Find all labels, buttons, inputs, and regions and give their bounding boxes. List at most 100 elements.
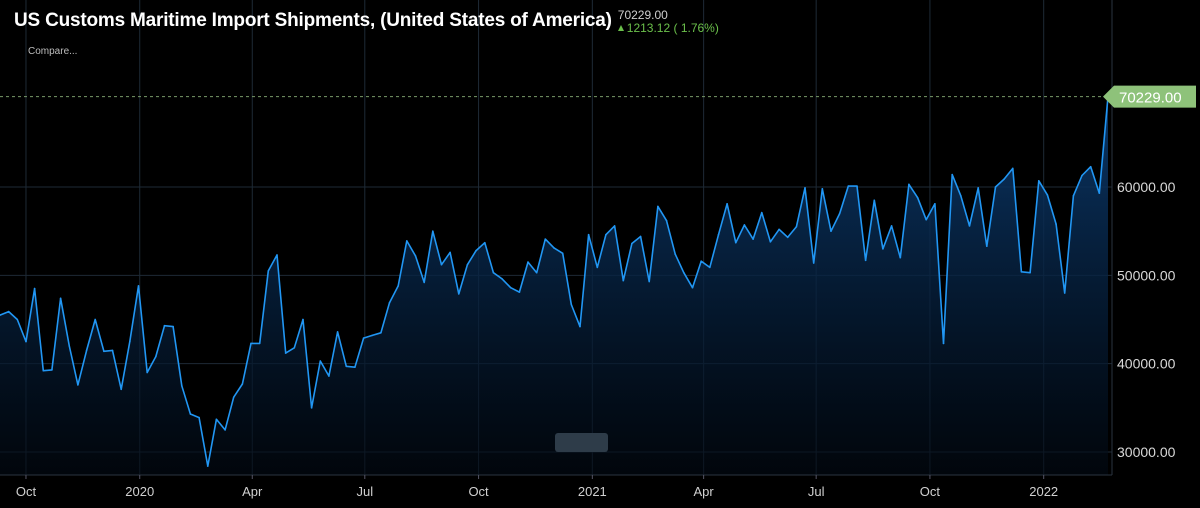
data-point: [639, 235, 642, 238]
data-point: [111, 349, 114, 352]
data-point: [561, 252, 564, 255]
last-value: 70229.00: [617, 8, 668, 22]
x-tick-label: Oct: [468, 484, 489, 499]
data-point: [726, 202, 728, 205]
data-point: [752, 238, 754, 240]
data-point: [163, 324, 166, 327]
data-point: [388, 301, 391, 304]
data-point: [1072, 195, 1075, 197]
compare-button[interactable]: Compare...: [28, 46, 78, 57]
data-point: [890, 225, 893, 227]
data-point: [553, 247, 555, 249]
data-point: [475, 249, 477, 252]
data-point: [224, 429, 226, 431]
data-point: [206, 465, 209, 467]
data-point: [665, 219, 668, 222]
x-tick-label: 2021: [578, 484, 607, 499]
data-point: [258, 342, 261, 345]
data-point: [778, 228, 780, 231]
data-point: [830, 230, 832, 232]
data-point: [59, 297, 62, 300]
data-point: [16, 318, 19, 321]
data-point: [1003, 178, 1005, 180]
data-point: [457, 293, 460, 295]
data-point: [691, 286, 694, 289]
data-point: [804, 187, 806, 189]
data-point: [1046, 194, 1049, 196]
data-point: [1063, 292, 1066, 294]
data-point: [293, 346, 296, 349]
data-point: [146, 371, 148, 374]
data-point: [1081, 174, 1083, 177]
change-pct: ( 1.76%): [673, 21, 719, 35]
data-point: [362, 337, 365, 339]
data-point: [103, 350, 105, 353]
data-point: [310, 407, 313, 409]
data-point: [942, 342, 945, 345]
data-point: [657, 205, 659, 208]
data-point: [25, 340, 27, 343]
data-point: [821, 187, 824, 190]
x-tick-label: Apr: [694, 484, 715, 499]
x-tick-label: Jul: [808, 484, 825, 499]
data-point: [916, 196, 919, 199]
quote-block: 70229.00 1213.12 ( 1.76%): [617, 8, 719, 35]
data-point: [709, 266, 711, 269]
data-point: [864, 259, 867, 262]
data-point: [397, 285, 399, 287]
data-point: [1037, 180, 1040, 182]
y-axis: 30000.00 40000.00 50000.00 60000.00: [1111, 0, 1176, 475]
data-point: [120, 388, 122, 391]
data-point: [1011, 167, 1014, 170]
y-tick-label: 60000.00: [1117, 179, 1176, 195]
data-point: [631, 242, 633, 245]
scroll-handle[interactable]: [555, 433, 608, 452]
data-point: [960, 195, 962, 197]
data-point: [42, 369, 45, 372]
y-tick-label: 50000.00: [1117, 267, 1176, 283]
data-point: [250, 342, 252, 345]
x-tick-label: Apr: [242, 484, 263, 499]
data-point: [605, 233, 607, 236]
last-value-badge: [1103, 85, 1196, 108]
x-tick-label: 2022: [1029, 484, 1058, 499]
data-point: [1020, 271, 1023, 273]
data-point: [544, 238, 547, 240]
data-point: [934, 202, 936, 205]
data-point: [882, 248, 884, 250]
data-point: [535, 271, 538, 274]
data-point: [198, 416, 200, 419]
data-point: [33, 287, 36, 290]
data-point: [1055, 223, 1057, 225]
series-area: [0, 96, 1108, 475]
data-point: [77, 384, 79, 386]
x-tick-label: Jul: [356, 484, 373, 499]
data-point: [440, 263, 443, 266]
y-tick-label: 30000.00: [1117, 444, 1176, 460]
data-point: [189, 413, 192, 415]
data-point: [509, 286, 512, 289]
data-point: [466, 263, 469, 266]
data-point: [328, 375, 330, 377]
data-point: [371, 334, 374, 337]
change-row: 1213.12 ( 1.76%): [617, 21, 719, 35]
data-point: [7, 310, 10, 313]
x-tick-label: 2020: [125, 484, 154, 499]
chart-header: US Customs Maritime Import Shipments, (U…: [14, 6, 719, 36]
data-point: [380, 331, 382, 334]
data-point: [786, 236, 789, 239]
data-point: [873, 199, 876, 202]
data-point: [94, 318, 97, 321]
data-point: [492, 271, 495, 274]
data-point: [423, 281, 425, 284]
x-tick-label: Oct: [16, 484, 37, 499]
data-point: [345, 365, 348, 368]
data-point: [700, 260, 702, 263]
data-point: [743, 224, 746, 226]
data-point: [1029, 271, 1031, 274]
data-point: [354, 366, 356, 369]
data-point: [232, 396, 235, 399]
data-point: [986, 245, 988, 247]
data-point: [951, 173, 953, 176]
